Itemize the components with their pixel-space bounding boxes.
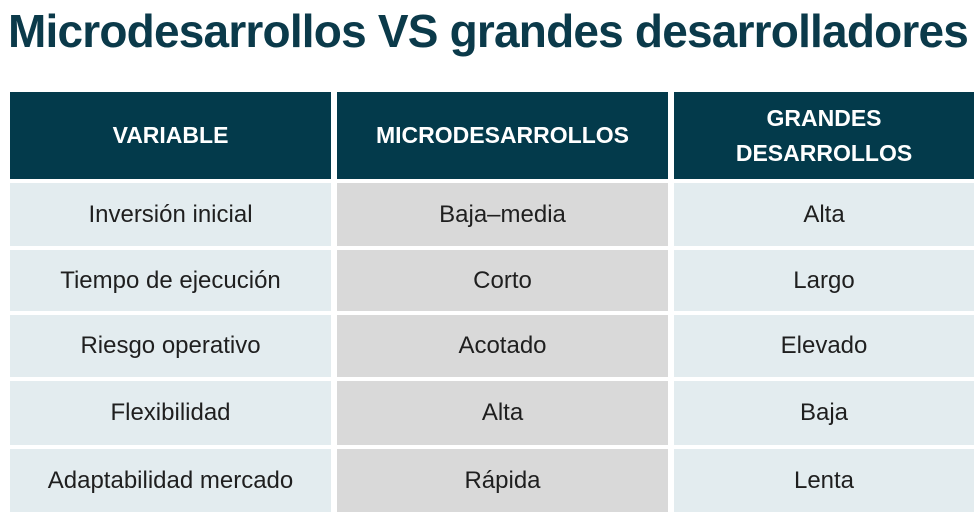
cell-grandes-desarrollos: Alta bbox=[674, 183, 974, 246]
cell-microdesarrollos: Alta bbox=[337, 381, 668, 445]
header-microdesarrollos: MICRODESARROLLOS bbox=[337, 92, 668, 179]
header-label: GRANDES DESARROLLOS bbox=[735, 104, 913, 166]
header-label: VARIABLE bbox=[112, 122, 229, 148]
cell-microdesarrollos: Rápida bbox=[337, 449, 668, 512]
comparison-table: VARIABLE MICRODESARROLLOS GRANDES DESARR… bbox=[10, 92, 974, 512]
cell-grandes-desarrollos: Lenta bbox=[674, 449, 974, 512]
cell-variable: Tiempo de ejecución bbox=[10, 250, 331, 311]
cell-variable: Riesgo operativo bbox=[10, 315, 331, 377]
cell-grandes-desarrollos: Baja bbox=[674, 381, 974, 445]
page-title: Microdesarrollos VS grandes desarrollado… bbox=[8, 5, 969, 57]
cell-variable: Inversión inicial bbox=[10, 183, 331, 246]
header-label: MICRODESARROLLOS bbox=[376, 122, 629, 148]
cell-variable: Flexibilidad bbox=[10, 381, 331, 445]
cell-microdesarrollos: Corto bbox=[337, 250, 668, 311]
cell-microdesarrollos: Baja–media bbox=[337, 183, 668, 246]
cell-variable: Adaptabilidad mercado bbox=[10, 449, 331, 512]
header-variable: VARIABLE bbox=[10, 92, 331, 179]
cell-grandes-desarrollos: Elevado bbox=[674, 315, 974, 377]
cell-microdesarrollos: Acotado bbox=[337, 315, 668, 377]
header-grandes-desarrollos: GRANDES DESARROLLOS bbox=[674, 92, 974, 179]
cell-grandes-desarrollos: Largo bbox=[674, 250, 974, 311]
